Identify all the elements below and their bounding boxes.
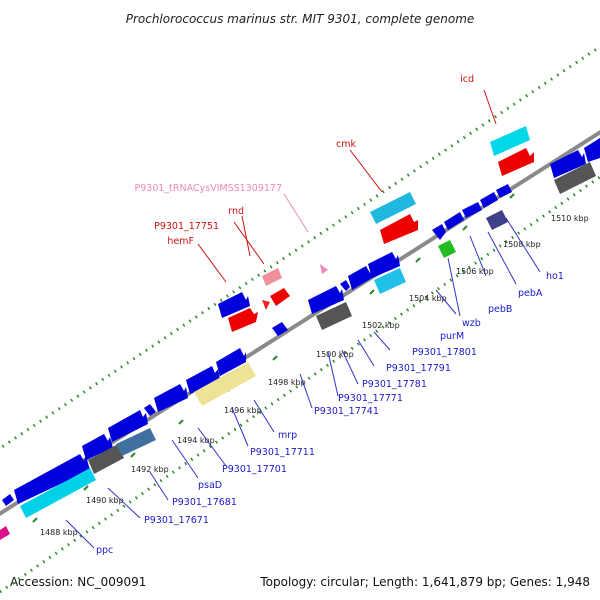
gene-arrow-forward[interactable] [550,150,586,178]
kbp-label-1500: 1500 kbp [316,350,354,359]
gene-label-psaD[interactable]: psaD [198,480,222,491]
gene-block-p17751[interactable] [262,268,282,286]
gene-arrow-inner[interactable] [444,212,464,230]
gene-arrow-forward[interactable] [82,434,113,460]
gene-arrow-inner[interactable] [462,202,482,218]
gene-arrow-inner[interactable] [480,192,498,208]
gene-arrow-small-red[interactable] [262,300,270,310]
gene-block-gray[interactable] [88,444,124,474]
trna-marker[interactable] [320,264,328,274]
gene-arrow-inner[interactable] [272,322,288,336]
gene-block-cyan-purM[interactable] [374,268,406,294]
gene-arrow-forward[interactable] [340,280,350,291]
kbp-label-1494: 1494 kbp [177,436,215,445]
gene-label-p17791[interactable]: P9301_17791 [386,363,451,374]
kbp-label-1488: 1488 kbp [40,528,78,537]
gene-arrow-forward[interactable] [186,366,220,394]
gene-label-purM[interactable]: purM [440,331,464,342]
gene-label-wzb[interactable]: wzb [462,318,481,329]
gene-arrow-forward[interactable] [216,348,246,376]
kbp-label-1508: 1508 kbp [503,240,541,249]
gene-arrow-forward[interactable] [348,266,372,290]
gene-arrow-ppc[interactable] [2,494,14,506]
gene-label-p17711[interactable]: P9301_17711 [250,447,315,458]
gene-label-icd[interactable]: icd [460,74,474,85]
gene-label-pebA[interactable]: pebA [518,288,543,299]
gene-block-purple[interactable] [486,210,508,230]
major-ticks [32,161,562,523]
map-title: Prochlorococcus marinus str. MIT 9301, c… [126,12,475,26]
gene-arrow-hemF[interactable] [228,308,258,332]
kbp-label-1498: 1498 kbp [268,378,306,387]
gene-block-gray[interactable] [316,302,352,330]
gene-label-p17741[interactable]: P9301_17741 [314,406,379,417]
gene-arrow-inner[interactable] [432,224,446,240]
kbp-label-1490: 1490 kbp [86,496,124,505]
gene-block-gray[interactable] [554,162,596,194]
gene-arrow-forward[interactable] [154,384,188,412]
gene-arrow-inner[interactable] [496,184,512,198]
gene-block-icd[interactable] [490,126,530,156]
gene-label-rnd[interactable]: rnd [228,206,244,217]
gene-arrow-forward[interactable] [584,138,600,162]
gene-arrow-forward[interactable] [308,286,344,314]
gene-label-ppc[interactable]: ppc [96,545,113,556]
gene-label-mrp[interactable]: mrp [278,430,297,441]
gene-arrow-forward[interactable] [108,410,148,442]
gene-block-wzb[interactable] [438,240,456,258]
gene-label-ho1[interactable]: ho1 [546,271,564,282]
gene-label-p17801[interactable]: P9301_17801 [412,347,477,358]
gene-block-cyan[interactable] [20,468,96,518]
gene-label-p17671[interactable]: P9301_17671 [144,515,209,526]
kbp-label-1504: 1504 kbp [409,294,447,303]
gene-arrow-hemF-up[interactable] [218,292,250,318]
gene-label-cmk[interactable]: cmk [336,139,356,150]
gene-label-p17701[interactable]: P9301_17701 [222,464,287,475]
genome-summary-text: Topology: circular; Length: 1,641,879 bp… [259,575,590,589]
gene-block-cmk[interactable] [370,192,416,224]
gene-arrow-forward[interactable] [368,252,400,278]
kbp-label-1492: 1492 kbp [131,465,169,474]
gene-label-p17781[interactable]: P9301_17781 [362,379,427,390]
kbp-label-1510: 1510 kbp [551,214,589,223]
kbp-label-1496: 1496 kbp [224,406,262,415]
gene-labels: ppc P9301_17671 P9301_17681 psaD P9301_1… [96,74,564,556]
gene-block-magenta[interactable] [0,526,10,540]
gene-label-p17771[interactable]: P9301_17771 [338,393,403,404]
kbp-label-1506: 1506 kbp [456,267,494,276]
gene-arrow-forward[interactable] [144,404,156,416]
position-labels: 1488 kbp 1490 kbp 1492 kbp 1494 kbp 1496… [40,214,589,537]
gene-label-p17681[interactable]: P9301_17681 [172,497,237,508]
gene-label-p17751[interactable]: P9301_17751 [154,221,219,232]
gene-label-pebB[interactable]: pebB [488,304,512,315]
gene-arrow-icd-red[interactable] [498,148,534,176]
gene-label-trna[interactable]: P9301_tRNACysVIMSS1309177 [135,183,283,194]
feature-track [0,126,600,540]
gene-label-hemF[interactable]: hemF [167,236,194,247]
kbp-label-1502: 1502 kbp [362,321,400,330]
accession-text: Accession: NC_009091 [10,575,146,589]
gene-block-gray[interactable] [116,428,156,456]
gene-arrow-cmk-red[interactable] [380,214,418,244]
leader-lines [65,89,541,549]
gene-arrow-forward[interactable] [14,454,90,504]
gene-arrow-rnd[interactable] [270,288,290,306]
gene-block-khaki[interactable] [194,362,256,406]
